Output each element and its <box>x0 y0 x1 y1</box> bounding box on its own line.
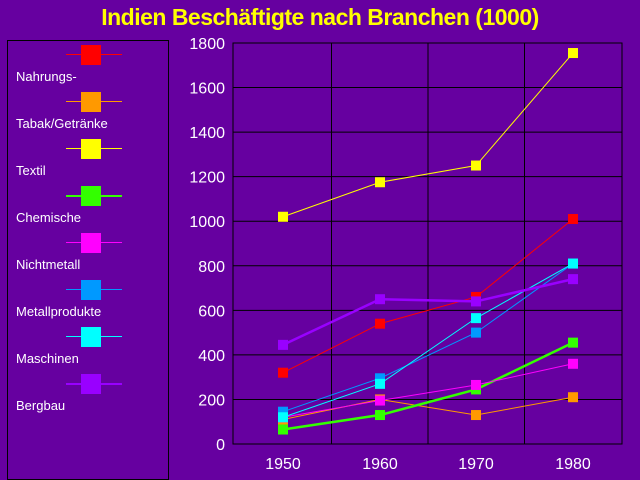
series-point-8 <box>471 296 481 307</box>
series-point-2 <box>568 392 578 403</box>
series-point-7 <box>471 313 481 324</box>
y-tick-label: 1800 <box>189 36 225 53</box>
series-point-4 <box>278 424 288 435</box>
legend-marker-swatch <box>81 233 101 253</box>
legend-label: Bergbau <box>16 398 66 413</box>
series-point-4 <box>568 337 578 348</box>
series-point-1 <box>568 213 578 224</box>
legend-entry: Metallprodukte <box>8 276 168 323</box>
series-point-5 <box>568 358 578 369</box>
legend-label: Nichtmetall <box>16 257 81 272</box>
series-line-6 <box>282 263 574 413</box>
x-tick-label: 1960 <box>362 456 398 473</box>
x-tick-label: 1980 <box>555 456 591 473</box>
legend-entry: Bergbau <box>8 370 168 417</box>
series-line-3 <box>282 52 574 218</box>
legend-marker-swatch <box>81 280 101 300</box>
series-point-8 <box>568 274 578 285</box>
series-point-8 <box>278 339 288 350</box>
series-point-4 <box>375 410 385 421</box>
legend-entry: Textil <box>8 135 168 182</box>
legend-entry: Nichtmetall <box>8 229 168 276</box>
legend-label: Nahrungs- <box>16 69 77 84</box>
series-point-5 <box>375 395 385 406</box>
y-tick-label: 0 <box>216 437 225 454</box>
series-point-7 <box>375 378 385 389</box>
series-point-3 <box>278 211 288 222</box>
series-point-1 <box>375 318 385 329</box>
legend-marker-swatch <box>81 186 101 206</box>
legend-marker-swatch <box>81 45 101 65</box>
series-line-4 <box>282 341 574 431</box>
series-point-1 <box>278 367 288 378</box>
series-line-5 <box>282 363 574 418</box>
y-tick-label: 400 <box>198 348 225 365</box>
y-tick-label: 200 <box>198 392 225 409</box>
series-point-6 <box>375 373 385 384</box>
y-tick-label: 800 <box>198 259 225 276</box>
series-point-6 <box>471 327 481 338</box>
y-tick-label: 1200 <box>189 170 225 187</box>
y-tick-label: 1600 <box>189 81 225 98</box>
chart-title: Indien Beschäftigte nach Branchen (1000) <box>101 4 539 30</box>
legend-marker-swatch <box>81 139 101 159</box>
series-point-3 <box>471 160 481 171</box>
y-tick-label: 1000 <box>189 214 225 231</box>
legend-label: Textil <box>16 163 46 178</box>
legend-marker-swatch <box>81 327 101 347</box>
legend-marker-swatch <box>81 374 101 394</box>
legend-entry: Chemische <box>8 182 168 229</box>
legend: Nahrungs- Tabak/Getränke Textil Chemische Ni… <box>7 40 169 480</box>
legend-label: Metallprodukte <box>16 304 102 319</box>
y-tick-label: 600 <box>198 303 225 320</box>
series-point-7 <box>568 258 578 269</box>
series-point-3 <box>568 48 578 59</box>
legend-entry: Tabak/Getränke <box>8 88 168 135</box>
y-tick-label: 1400 <box>189 125 225 142</box>
x-tick-label: 1970 <box>458 456 494 473</box>
legend-marker-swatch <box>81 92 101 112</box>
series-point-7 <box>278 412 288 423</box>
legend-label: Tabak/Getränke <box>16 116 108 131</box>
x-tick-label: 1950 <box>265 456 301 473</box>
series-point-5 <box>471 379 481 390</box>
legend-entry: Nahrungs- <box>8 41 168 88</box>
series-point-8 <box>375 294 385 305</box>
series-point-3 <box>375 177 385 188</box>
legend-label: Maschinen <box>16 351 79 366</box>
series-line-8 <box>282 277 574 346</box>
series-point-2 <box>471 410 481 421</box>
series-line-2 <box>282 396 574 420</box>
legend-entry: Maschinen <box>8 323 168 370</box>
legend-label: Chemische <box>16 210 82 225</box>
series-point-6 <box>278 406 288 417</box>
series-line-1 <box>282 218 574 374</box>
